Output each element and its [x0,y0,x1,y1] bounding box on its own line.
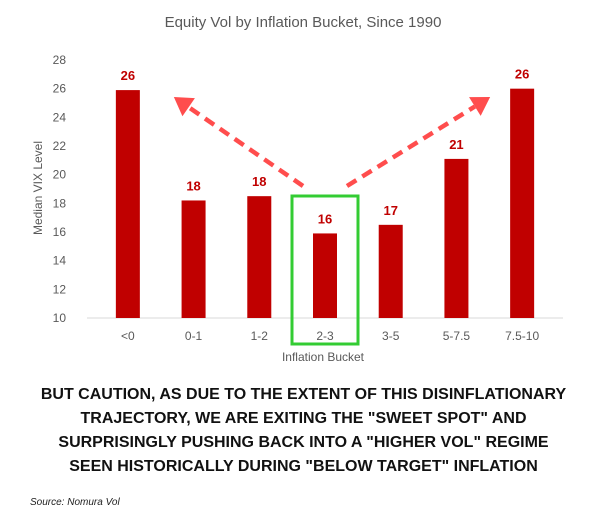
caption-line: BUT CAUTION, AS DUE TO THE EXTENT OF THI… [40,386,567,403]
x-tick-label: <0 [121,329,135,343]
y-tick-label: 22 [53,139,67,153]
source-note: Source: Nomura Vol [30,497,120,508]
arrow-head [469,97,491,116]
data-label: 26 [121,68,135,83]
chart-title: Equity Vol by Inflation Bucket, Since 19… [165,14,442,31]
right-arrow [345,97,491,188]
caption-line: SEEN HISTORICALLY DURING "BELOW TARGET" … [69,458,538,475]
y-axis-label: Median VIX Level [31,141,45,235]
bar [247,196,272,318]
y-tick-label: 10 [53,311,67,325]
arrow-head [173,97,195,117]
x-tick-label: 0-1 [185,329,203,343]
x-tick-label: 5-7.5 [443,329,471,343]
y-tick-label: 16 [53,225,67,239]
y-tick-label: 12 [53,282,67,296]
y-axis: 10 12 14 16 18 20 22 24 26 28 [53,53,563,325]
y-tick-label: 20 [53,168,67,182]
data-label: 17 [383,203,397,218]
bars [115,88,535,319]
highlight-box [290,194,360,346]
bar [510,88,535,319]
x-tick-label: 3-5 [382,329,400,343]
y-tick-label: 24 [53,110,67,124]
data-label: 18 [252,174,266,189]
y-tick-label: 26 [53,82,67,96]
data-label: 16 [318,211,332,226]
arrow-shaft [187,105,305,188]
x-tick-label: 7.5-10 [505,329,539,343]
data-label: 26 [515,67,529,82]
y-tick-label: 28 [53,53,67,67]
trend-arrows [173,97,491,188]
caption-line: TRAJECTORY, WE ARE EXITING THE "SWEET SP… [80,410,527,427]
x-tick-label: 2-3 [316,329,334,343]
y-tick-label: 18 [53,196,67,210]
arrow-shaft [345,104,477,188]
x-axis-label: Inflation Bucket [282,350,365,364]
bar-chart: Equity Vol by Inflation Bucket, Since 19… [31,14,563,364]
y-tick-label: 14 [53,254,67,268]
bar [313,233,337,318]
data-labels: 26 18 18 16 17 21 26 [121,67,530,227]
data-label: 18 [186,178,200,193]
left-arrow [173,97,305,188]
bar [115,90,140,318]
caption: BUT CAUTION, AS DUE TO THE EXTENT OF THI… [0,383,607,479]
x-axis: <0 0-1 1-2 2-3 3-5 5-7.5 7.5-10 [121,329,539,343]
bar [444,158,469,318]
bar [181,200,206,318]
x-tick-label: 1-2 [251,329,269,343]
caption-line: SURPRISINGLY PUSHING BACK INTO A "HIGHER… [58,434,549,451]
data-label: 21 [449,137,463,152]
bar [378,224,403,318]
